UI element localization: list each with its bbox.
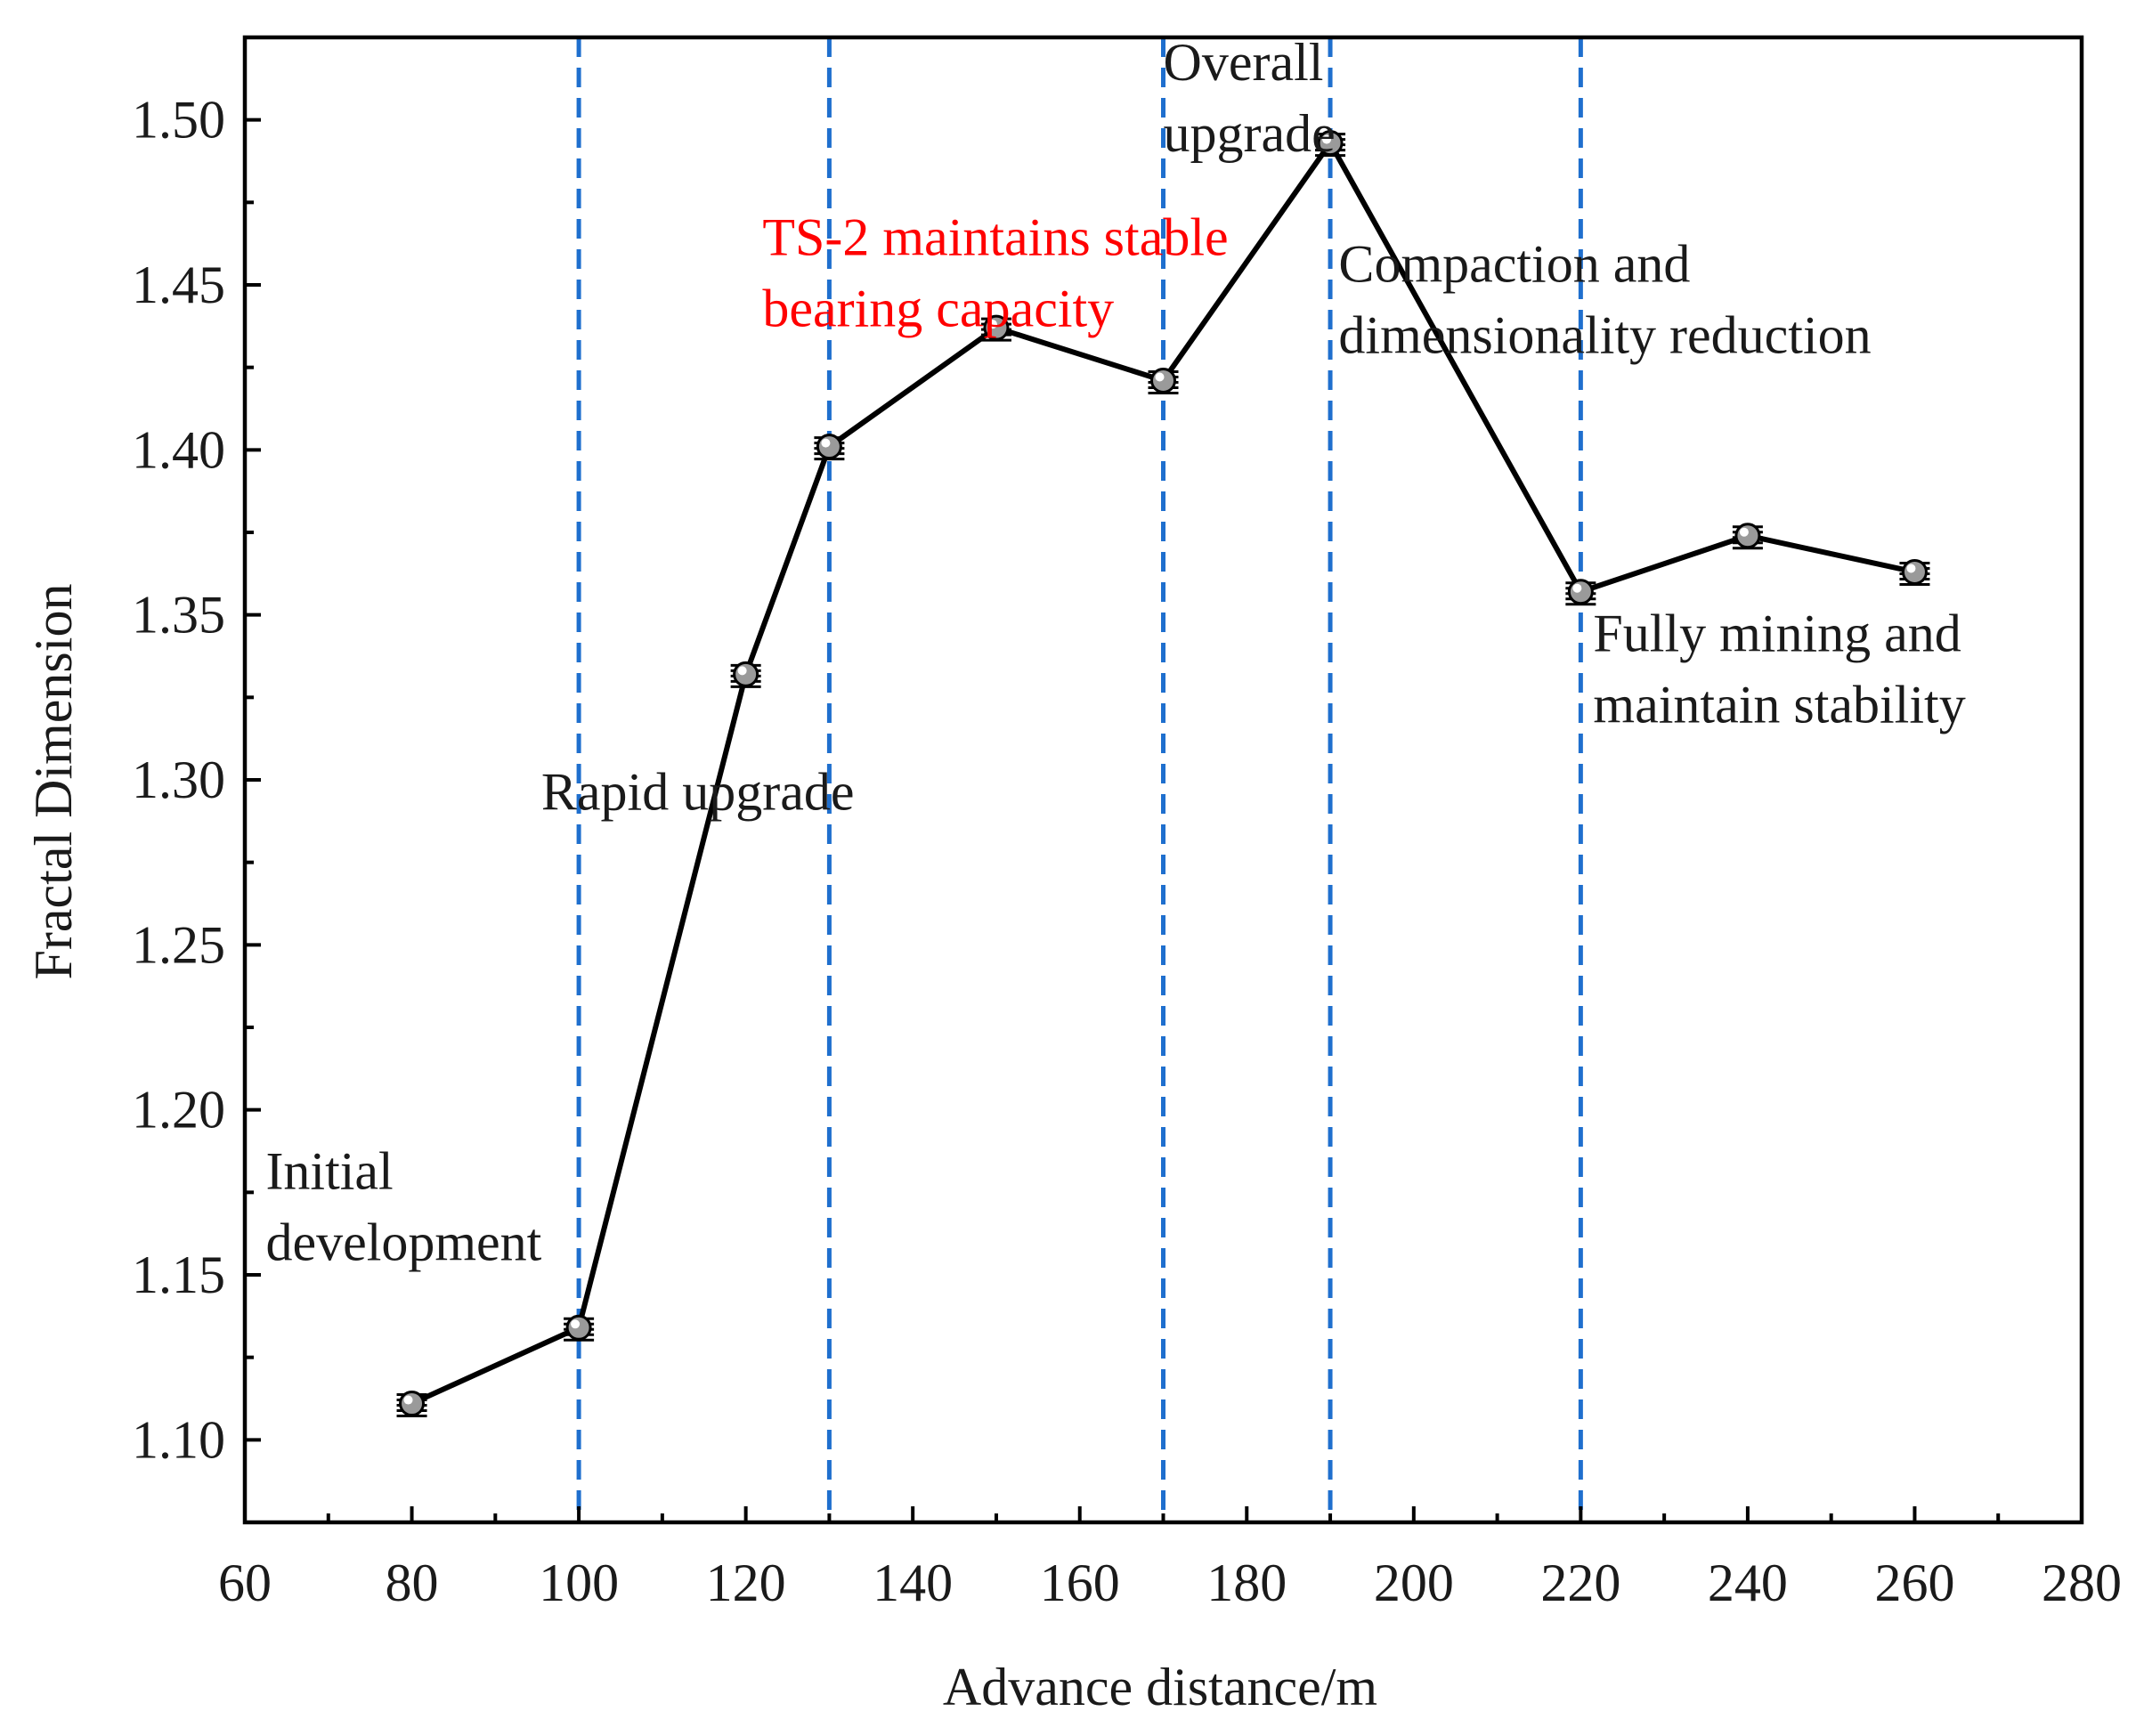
x-tick-label: 220 xyxy=(1540,1553,1620,1612)
annotation-line: Initial xyxy=(265,1142,393,1201)
x-tick-label: 140 xyxy=(873,1553,953,1612)
point-marker xyxy=(1150,367,1176,393)
x-tick-label: 240 xyxy=(1708,1553,1788,1612)
y-axis-title: Fractal Dimension xyxy=(24,584,83,980)
point-marker xyxy=(1567,579,1594,605)
series-line xyxy=(410,140,1916,1407)
data-point xyxy=(1148,367,1179,394)
x-axis-title: Advance distance/m xyxy=(943,1658,1377,1716)
y-tick-label: 1.40 xyxy=(132,420,225,479)
annotation-line: Rapid upgrade xyxy=(541,762,855,821)
point-marker xyxy=(816,434,842,460)
data-point xyxy=(1899,558,1930,586)
annotation-line: dimensionality reduction xyxy=(1338,305,1871,364)
data-point xyxy=(730,661,761,688)
x-tick-label: 260 xyxy=(1874,1553,1954,1612)
marker-highlight xyxy=(571,1319,581,1329)
annotation-line: maintain stability xyxy=(1593,675,1965,734)
y-tick-label: 1.15 xyxy=(132,1245,225,1304)
y-tick-label: 1.45 xyxy=(132,256,225,314)
marker-highlight xyxy=(1155,372,1165,382)
marker-highlight xyxy=(1322,134,1332,144)
annotation-text: Initial development xyxy=(265,1142,541,1272)
data-point xyxy=(1315,130,1346,158)
marker-highlight xyxy=(403,1395,413,1405)
marker-highlight xyxy=(987,320,997,329)
point-marker xyxy=(1734,523,1761,549)
annotation-line: development xyxy=(265,1213,541,1272)
annotation-text: Rapid upgrade xyxy=(541,762,855,821)
point-marker xyxy=(733,661,759,687)
y-tick-label: 1.30 xyxy=(132,750,225,809)
y-tick-label: 1.10 xyxy=(132,1410,225,1469)
y-tick-label: 1.50 xyxy=(132,91,225,150)
point-marker xyxy=(399,1391,426,1417)
y-tick-label: 1.25 xyxy=(132,915,225,974)
vertical-lines xyxy=(576,37,1583,1522)
marker-highlight xyxy=(737,666,747,676)
axis-ticks: 60 80 100 120 140 160 180 200 220 240 260 280 1.10 1.… xyxy=(132,91,2122,1612)
series-layer xyxy=(396,130,1930,1418)
x-tick-label: 100 xyxy=(539,1553,619,1612)
annotation-line: bearing capacity xyxy=(762,280,1114,338)
x-tick-label: 80 xyxy=(386,1553,439,1612)
annotation-text: Compaction and dimensionality reduction xyxy=(1338,234,1871,364)
y-tick-label: 1.35 xyxy=(132,586,225,645)
x-tick-label: 120 xyxy=(706,1553,786,1612)
data-point xyxy=(814,434,845,461)
data-point xyxy=(1732,523,1763,550)
marker-highlight xyxy=(821,438,831,448)
data-point xyxy=(564,1314,595,1342)
annotation-line: TS-2 maintains stable xyxy=(762,208,1228,267)
marker-highlight xyxy=(1906,564,1916,573)
annotations: Initial development Rapid upgrade TS-2 main… xyxy=(265,33,1965,1271)
data-point xyxy=(980,314,1011,342)
data-point xyxy=(396,1391,427,1418)
annotation-line: Fully mining and xyxy=(1593,604,1961,662)
data-point xyxy=(1565,579,1596,606)
x-tick-label: 60 xyxy=(218,1553,272,1612)
point-marker xyxy=(565,1314,592,1341)
annotation-text: Fully mining and maintain stability xyxy=(1593,604,1965,734)
x-tick-label: 280 xyxy=(2042,1553,2122,1612)
x-tick-label: 200 xyxy=(1374,1553,1454,1612)
x-tick-label: 180 xyxy=(1206,1553,1287,1612)
y-tick-label: 1.20 xyxy=(132,1081,225,1140)
annotation-text: Overall upgrade xyxy=(1164,33,1336,163)
point-marker xyxy=(1901,558,1928,585)
annotation-line: Compaction and xyxy=(1338,234,1690,293)
marker-highlight xyxy=(1739,527,1749,537)
annotation-line: upgrade xyxy=(1164,104,1336,163)
annotation-text: TS-2 maintains stable bearing capacity xyxy=(762,208,1228,338)
annotation-line: Overall xyxy=(1164,33,1324,92)
marker-highlight xyxy=(1572,583,1582,593)
x-tick-label: 160 xyxy=(1040,1553,1120,1612)
